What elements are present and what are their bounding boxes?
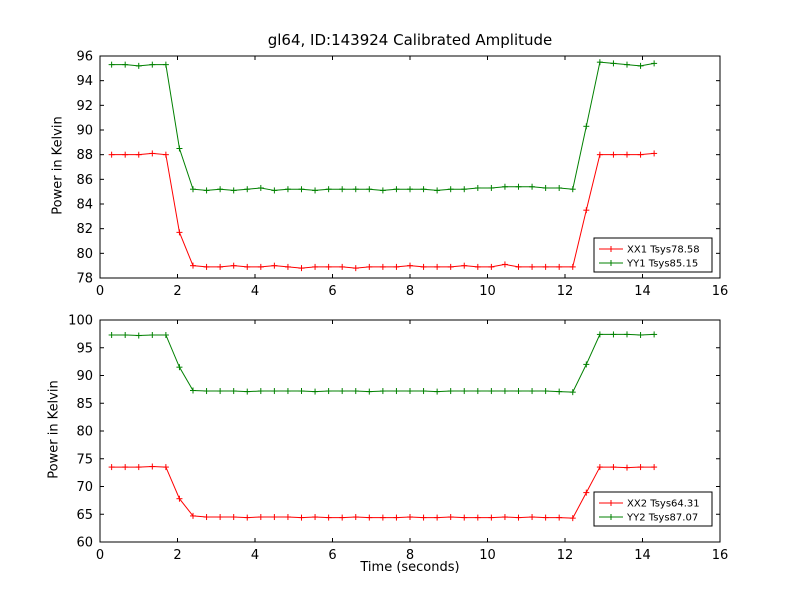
svg-text:70: 70 [76, 480, 93, 495]
svg-text:YY1 Tsys85.15: YY1 Tsys85.15 [626, 259, 698, 270]
svg-text:6: 6 [328, 548, 336, 563]
svg-text:80: 80 [76, 247, 93, 262]
svg-text:XX1 Tsys78.58: XX1 Tsys78.58 [627, 245, 700, 256]
subplot-0: 0 2 4 6 8 10 12 14 16 78 80 82 84 86 88 90 92 94 96 XX1 Tsy… [76, 50, 728, 300]
svg-text:4: 4 [251, 548, 259, 563]
svg-text:85: 85 [76, 397, 93, 412]
svg-text:0: 0 [96, 284, 104, 299]
svg-text:2: 2 [173, 284, 181, 299]
svg-text:78: 78 [76, 272, 93, 287]
svg-text:75: 75 [76, 452, 93, 467]
svg-text:100: 100 [68, 314, 93, 329]
svg-text:88: 88 [76, 148, 93, 163]
svg-text:60: 60 [76, 536, 93, 551]
svg-text:12: 12 [557, 548, 574, 563]
svg-text:90: 90 [76, 124, 93, 139]
chart-title: gl64, ID:143924 Calibrated Amplitude [267, 31, 553, 49]
svg-text:6: 6 [328, 284, 336, 299]
subplot-1: 0 2 4 6 8 10 12 14 16 60 65 70 75 80 85 90 95 100 XX2 Tsys… [68, 314, 728, 564]
svg-text:96: 96 [76, 50, 93, 65]
legend-0: XX1 Tsys78.58 YY1 Tsys85.15 [593, 237, 713, 273]
svg-text:92: 92 [76, 99, 93, 114]
svg-text:10: 10 [479, 548, 496, 563]
svg-text:90: 90 [76, 369, 93, 384]
y-axis-label-bottom: Power in Kelvin [46, 380, 62, 479]
svg-text:YY2 Tsys87.07: YY2 Tsys87.07 [626, 513, 698, 524]
svg-text:65: 65 [76, 508, 93, 523]
svg-text:2: 2 [173, 548, 181, 563]
svg-text:10: 10 [479, 284, 496, 299]
x-axis-label: Time (seconds) [360, 560, 460, 575]
svg-text:14: 14 [634, 548, 651, 563]
y-axis-label-top: Power in Kelvin [50, 116, 66, 215]
svg-text:16: 16 [712, 284, 729, 299]
legend-1: XX2 Tsys64.31 YY2 Tsys87.07 [593, 491, 713, 527]
svg-text:0: 0 [96, 548, 104, 563]
svg-text:XX2 Tsys64.31: XX2 Tsys64.31 [627, 499, 700, 510]
svg-text:80: 80 [76, 425, 93, 440]
svg-text:16: 16 [712, 548, 729, 563]
svg-text:12: 12 [557, 284, 574, 299]
svg-text:8: 8 [406, 548, 414, 563]
svg-text:4: 4 [251, 284, 259, 299]
svg-text:14: 14 [634, 284, 651, 299]
svg-text:84: 84 [76, 198, 93, 213]
svg-text:95: 95 [76, 341, 93, 356]
svg-text:94: 94 [76, 74, 93, 89]
svg-text:82: 82 [76, 222, 93, 237]
svg-text:86: 86 [76, 173, 93, 188]
svg-text:8: 8 [406, 284, 414, 299]
